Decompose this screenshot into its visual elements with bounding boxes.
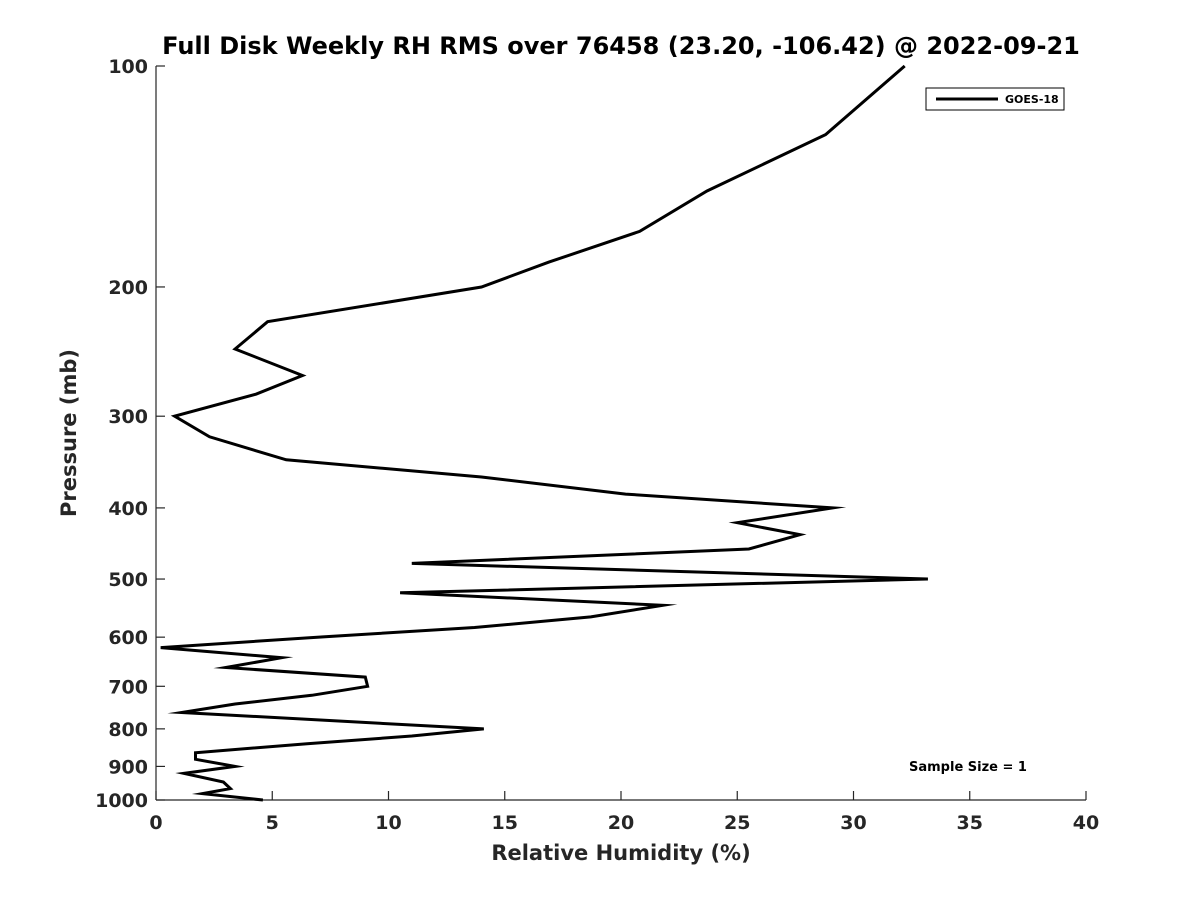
y-tick-label: 900 xyxy=(108,756,148,778)
legend-label-goes-18: GOES-18 xyxy=(1005,93,1059,106)
plot-area xyxy=(160,64,928,802)
x-tick-label: 20 xyxy=(608,812,634,834)
x-tick-label: 30 xyxy=(840,812,866,834)
series-line-goes-18 xyxy=(160,64,928,802)
y-tick-label: 100 xyxy=(108,56,148,78)
y-tick-label: 200 xyxy=(108,277,148,299)
chart-title: Full Disk Weekly RH RMS over 76458 (23.2… xyxy=(162,32,1080,60)
y-ticks: 100 200 300 400 500 600 700 800 900 1000 xyxy=(95,56,165,812)
x-tick-label: 40 xyxy=(1073,812,1099,834)
x-tick-label: 15 xyxy=(492,812,518,834)
y-tick-label: 700 xyxy=(108,676,148,698)
y-tick-label: 1000 xyxy=(95,790,148,812)
y-tick-label: 300 xyxy=(108,406,148,428)
x-tick-label: 35 xyxy=(957,812,983,834)
axes xyxy=(155,66,1086,801)
y-axis-label: Pressure (mb) xyxy=(57,349,81,517)
legend: GOES-18 xyxy=(925,87,1065,111)
x-axis-label: Relative Humidity (%) xyxy=(491,841,750,865)
x-tick-label: 5 xyxy=(266,812,279,834)
x-tick-label: 25 xyxy=(724,812,750,834)
x-tick-label: 10 xyxy=(375,812,401,834)
y-tick-label: 400 xyxy=(108,498,148,520)
y-tick-label: 500 xyxy=(108,569,148,591)
x-tick-label: 0 xyxy=(149,812,162,834)
y-tick-label: 800 xyxy=(108,719,148,741)
sample-size-annotation: Sample Size = 1 xyxy=(909,760,1027,775)
y-tick-label: 600 xyxy=(108,627,148,649)
x-ticks: 0 5 10 15 20 25 30 35 40 xyxy=(149,791,1099,834)
